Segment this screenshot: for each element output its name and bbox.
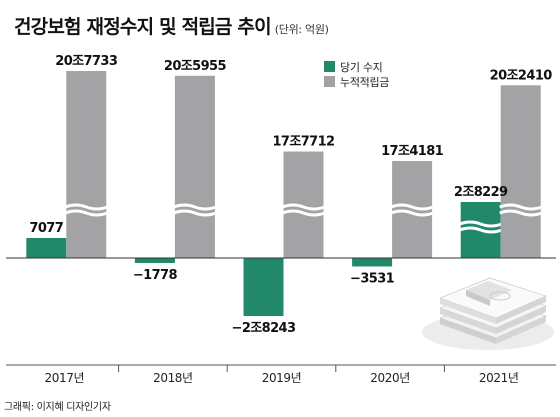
balance-bar: [243, 258, 284, 316]
balance-value-label: 2조8229: [454, 185, 508, 200]
reserve-axis-break: [64, 203, 108, 217]
legend-item-reserve: 누적적립금: [324, 74, 389, 89]
balance-bar: [352, 258, 393, 267]
x-tick-label: 2019년: [262, 371, 302, 385]
legend-label-balance: 당기 수지: [340, 60, 383, 74]
reserve-axis-break: [499, 203, 543, 217]
legend-swatch-balance: [324, 61, 335, 72]
x-tick-label: 2017년: [45, 371, 85, 385]
balance-axis-break: [459, 220, 503, 234]
balance-bar: [134, 258, 175, 263]
chart-title: 건강보험 재정수지 및 적립금 추이: [14, 16, 272, 38]
x-tick-label: 2018년: [153, 371, 193, 385]
reserve-bar: [174, 75, 215, 258]
reserve-value-label: 17조7712: [272, 135, 334, 150]
x-tick-label: 2021년: [479, 371, 519, 385]
bar-group: [26, 71, 543, 316]
legend-item-balance: 당기 수지: [324, 59, 389, 74]
data-label-group: 7077 20조7733 −1778 20조5955 −2조8243 17조7712 −35…: [29, 54, 552, 336]
balance-value-label: −1778: [133, 268, 178, 283]
legend-swatch-reserve: [324, 76, 335, 87]
reserve-axis-break: [390, 203, 434, 217]
reserve-bar: [500, 85, 541, 258]
chart-title-block: 건강보험 재정수지 및 적립금 추이 (단위: 억원): [14, 12, 329, 39]
legend: 당기 수지 누적적립금: [324, 59, 389, 89]
legend-label-reserve: 누적적립금: [340, 75, 390, 89]
reserve-value-label: 17조4181: [381, 144, 444, 159]
reserve-value-label: 20조5955: [164, 59, 227, 74]
reserve-axis-break: [173, 203, 217, 217]
graphic-credit: 그래픽: 이지혜 디자인기자: [4, 402, 111, 413]
balance-bar: [26, 238, 67, 258]
x-axis: 2017년 2018년 2019년 2020년 2021년: [6, 257, 556, 385]
balance-value-label: 7077: [29, 221, 63, 236]
balance-value-label: −3531: [350, 271, 395, 286]
reserve-value-label: 20조7733: [55, 54, 118, 69]
balance-value-label: −2조8243: [232, 321, 296, 336]
money-stack-illustration: [422, 277, 554, 350]
reserve-bar: [66, 71, 107, 258]
x-tick-label: 2020년: [370, 371, 410, 385]
reserve-value-label: 20조2410: [490, 68, 553, 83]
unit-label: (단위: 억원): [274, 23, 329, 36]
reserve-axis-break: [281, 203, 326, 217]
